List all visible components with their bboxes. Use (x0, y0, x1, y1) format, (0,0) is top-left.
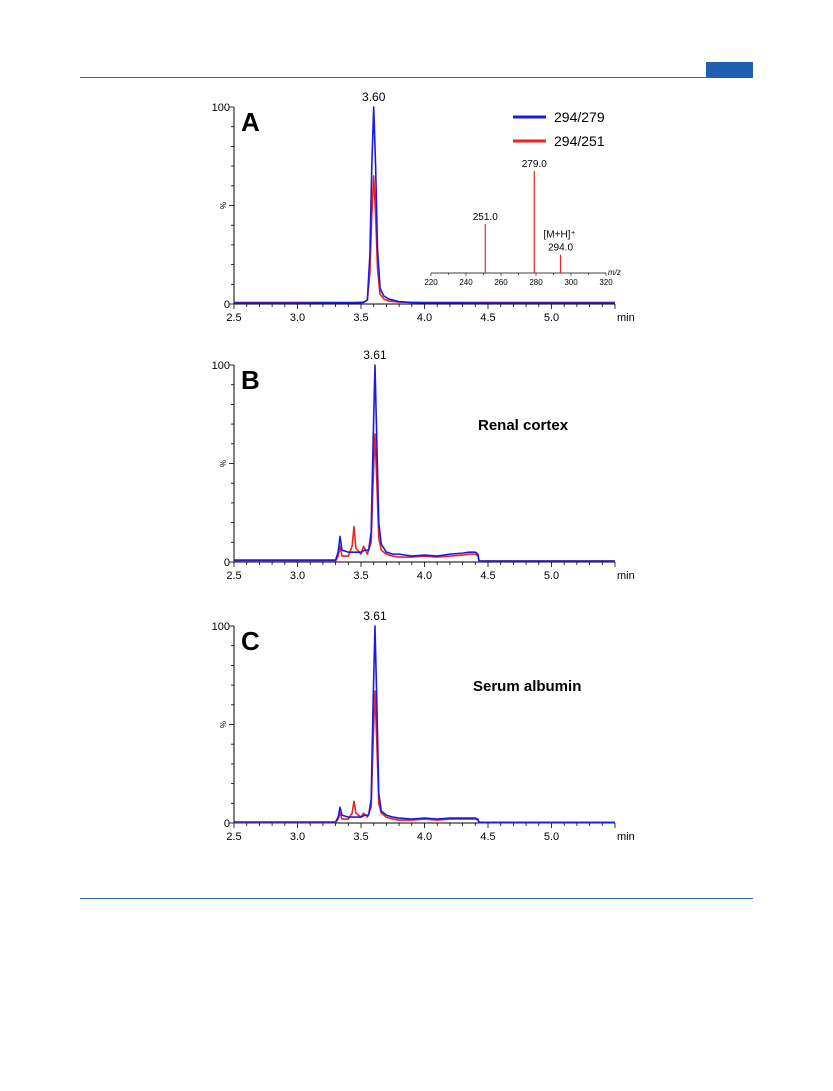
inset-tick-label: 300 (564, 278, 578, 287)
panel-letter: B (241, 365, 260, 395)
x-tick-label: 5.0 (544, 570, 559, 582)
x-tick-label: 4.5 (480, 312, 495, 324)
inset-tick-label: 280 (529, 278, 543, 287)
series-line-294-251 (234, 433, 615, 562)
y-tick-label: 100 (212, 360, 230, 372)
panel-c: 0 100% 2.5 3.0 3.5 4.0 4.5 5.0 min C 3.61 Serum alb… (212, 609, 635, 843)
panel-a: 0 100% 2.5 3.0 3.5 4.0 4.5 5.0 min A 3.60 294/279 29… (212, 90, 635, 324)
inset-peak-label: 294.0 (548, 243, 573, 254)
peak-label: 3.60 (362, 90, 386, 104)
inset-tick-label: 260 (494, 278, 508, 287)
inset-tick-label: 220 (424, 278, 438, 287)
x-tick-label: 4.5 (480, 831, 495, 843)
inset-peak-label: 251.0 (473, 212, 498, 223)
x-tick-label: 2.5 (226, 831, 241, 843)
peak-label: 3.61 (363, 609, 387, 623)
x-tick-label: 4.5 (480, 570, 495, 582)
series-line-294-279 (234, 106, 615, 304)
x-tick-label: 4.0 (417, 831, 432, 843)
panel-b: 0 100% 2.5 3.0 3.5 4.0 4.5 5.0 min B 3.61 Renal cor… (212, 348, 635, 582)
legend-label: 294/279 (554, 109, 605, 125)
inset-peak-label: 279.0 (522, 159, 547, 170)
legend-label: 294/251 (554, 133, 605, 149)
panel-letter: C (241, 626, 260, 656)
y-tick-label: 0 (224, 818, 230, 830)
y-tick-label: 100 (212, 621, 230, 633)
panel-letter: A (241, 107, 260, 137)
x-tick-label: 2.5 (226, 312, 241, 324)
x-tick-label: 3.0 (290, 312, 305, 324)
peak-label: 3.61 (363, 348, 387, 362)
x-axis-label: min (617, 312, 635, 324)
x-tick-label: 3.5 (353, 831, 368, 843)
y-tick-label: 0 (224, 557, 230, 569)
sample-label: Renal cortex (478, 417, 569, 434)
y-axis-label: % (219, 202, 228, 209)
y-axis-label: % (219, 460, 228, 467)
inset-tick-label: 320 (599, 278, 613, 287)
x-tick-label: 3.0 (290, 570, 305, 582)
x-tick-label: 4.0 (417, 312, 432, 324)
x-tick-label: 3.5 (353, 312, 368, 324)
inset-annotation: [M+H]⁺ (544, 230, 576, 241)
footer-rule (80, 898, 753, 899)
y-axis-label: % (219, 721, 228, 728)
x-tick-label: 3.5 (353, 570, 368, 582)
series-line-294-251 (234, 690, 615, 824)
x-tick-label: 2.5 (226, 570, 241, 582)
header-tab (706, 62, 753, 78)
x-tick-label: 5.0 (544, 312, 559, 324)
series-line-294-279 (234, 364, 615, 562)
x-tick-label: 5.0 (544, 831, 559, 843)
x-tick-label: 4.0 (417, 570, 432, 582)
sample-label: Serum albumin (473, 678, 581, 695)
x-axis-label: min (617, 831, 635, 843)
inset-tick-label: 240 (459, 278, 473, 287)
header-rule (80, 77, 753, 78)
x-axis-label: min (617, 570, 635, 582)
x-tick-label: 3.0 (290, 831, 305, 843)
series-line-294-279 (234, 625, 615, 824)
inset-x-label: m/z (608, 268, 621, 277)
y-tick-label: 100 (212, 102, 230, 114)
y-tick-label: 0 (224, 299, 230, 311)
